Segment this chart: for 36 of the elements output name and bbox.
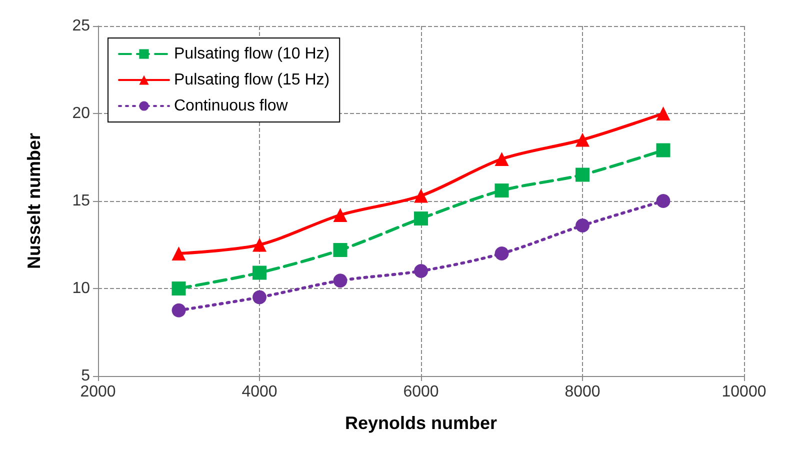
point (656, 143, 670, 158)
point (494, 152, 509, 166)
y-tick-label: 5 (81, 368, 90, 384)
point (414, 212, 428, 226)
point (656, 194, 670, 208)
point (333, 208, 348, 222)
y-tick-label: 15 (72, 192, 90, 210)
legend-label: Continuous flow (174, 98, 288, 114)
point (172, 282, 186, 296)
point (494, 246, 509, 260)
point (252, 266, 266, 280)
point (333, 243, 348, 257)
point (576, 168, 590, 182)
point (252, 290, 266, 304)
x-tick-label: 4000 (242, 384, 278, 400)
point (414, 188, 428, 203)
x-tick-label: 8000 (564, 384, 600, 400)
point (576, 132, 590, 147)
legend-label: Pulsating flow (15 Hz) (174, 72, 330, 88)
point (172, 246, 186, 260)
x-tick-label: 10000 (722, 384, 766, 400)
x-tick-label: 2000 (80, 384, 116, 400)
y-axis-title: Nusselt number (24, 132, 44, 270)
y-tick-label: 20 (72, 105, 90, 122)
y-tick-label: 25 (72, 18, 90, 34)
y-tick-label: 10 (72, 280, 90, 297)
point (414, 264, 428, 278)
point (252, 238, 266, 252)
x-axis-title: Reynolds number (344, 413, 498, 433)
x-tick-label: 6000 (403, 384, 439, 400)
point (172, 303, 186, 318)
point (576, 218, 590, 232)
point (656, 106, 670, 120)
point (494, 184, 509, 198)
legend-label: Pulsating flow (10 Hz) (174, 46, 330, 62)
point (333, 274, 348, 288)
